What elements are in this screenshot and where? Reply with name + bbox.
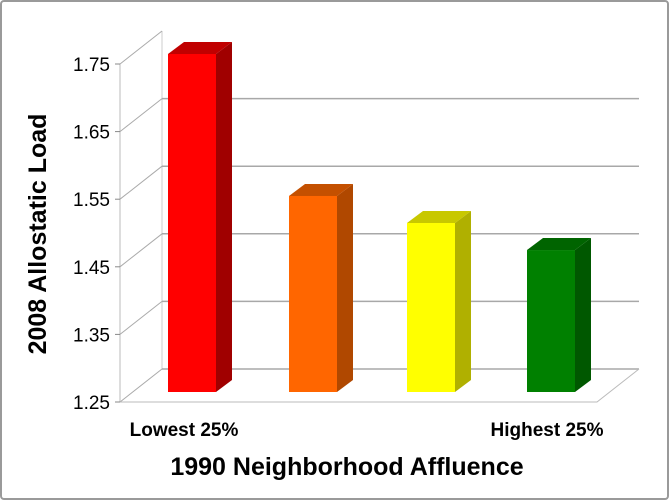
bar-top: [289, 183, 353, 196]
side-gridline: [119, 301, 163, 335]
bar-front: [407, 223, 455, 392]
x-tick-label: Highest 25%: [491, 420, 604, 441]
bar-front: [289, 195, 337, 392]
x-axis-title: 1990 Neighborhood Affluence: [170, 453, 523, 481]
x-tick-label: Lowest 25%: [130, 420, 239, 441]
bar: [168, 42, 232, 392]
y-tick-label: 1.55: [73, 190, 110, 211]
floor-edge: [120, 368, 640, 403]
side-gridline: [119, 30, 163, 65]
bar-side: [216, 42, 232, 392]
side-gridline: [119, 368, 163, 403]
gridlines: [115, 30, 640, 403]
bar: [289, 183, 353, 392]
y-tick-label: 1.45: [73, 258, 110, 279]
bar: [527, 238, 591, 392]
side-gridline: [119, 98, 163, 132]
y-tick-label: 1.65: [73, 123, 110, 144]
bar-side: [455, 211, 471, 392]
bar-top: [168, 42, 232, 54]
y-tick-label: 1.25: [73, 393, 110, 414]
bar-top: [527, 238, 591, 251]
x-tick-labels: Lowest 25% Highest 25%: [130, 420, 604, 441]
bar-side: [337, 183, 353, 392]
bars: [168, 42, 591, 392]
y-tick-label: 1.75: [73, 55, 110, 76]
bar-side: [575, 238, 591, 392]
y-axis-title: 2008 Allostatic Load: [24, 114, 52, 355]
bar-top: [407, 211, 471, 223]
y-tick-labels: 1.25 1.35 1.45 1.55 1.65 1.75: [73, 55, 110, 414]
side-gridline: [119, 165, 163, 200]
y-tick-label: 1.35: [73, 325, 110, 346]
bar-front: [527, 250, 575, 392]
bar-front: [168, 54, 216, 392]
bar: [407, 211, 471, 392]
side-gridline: [119, 233, 163, 268]
